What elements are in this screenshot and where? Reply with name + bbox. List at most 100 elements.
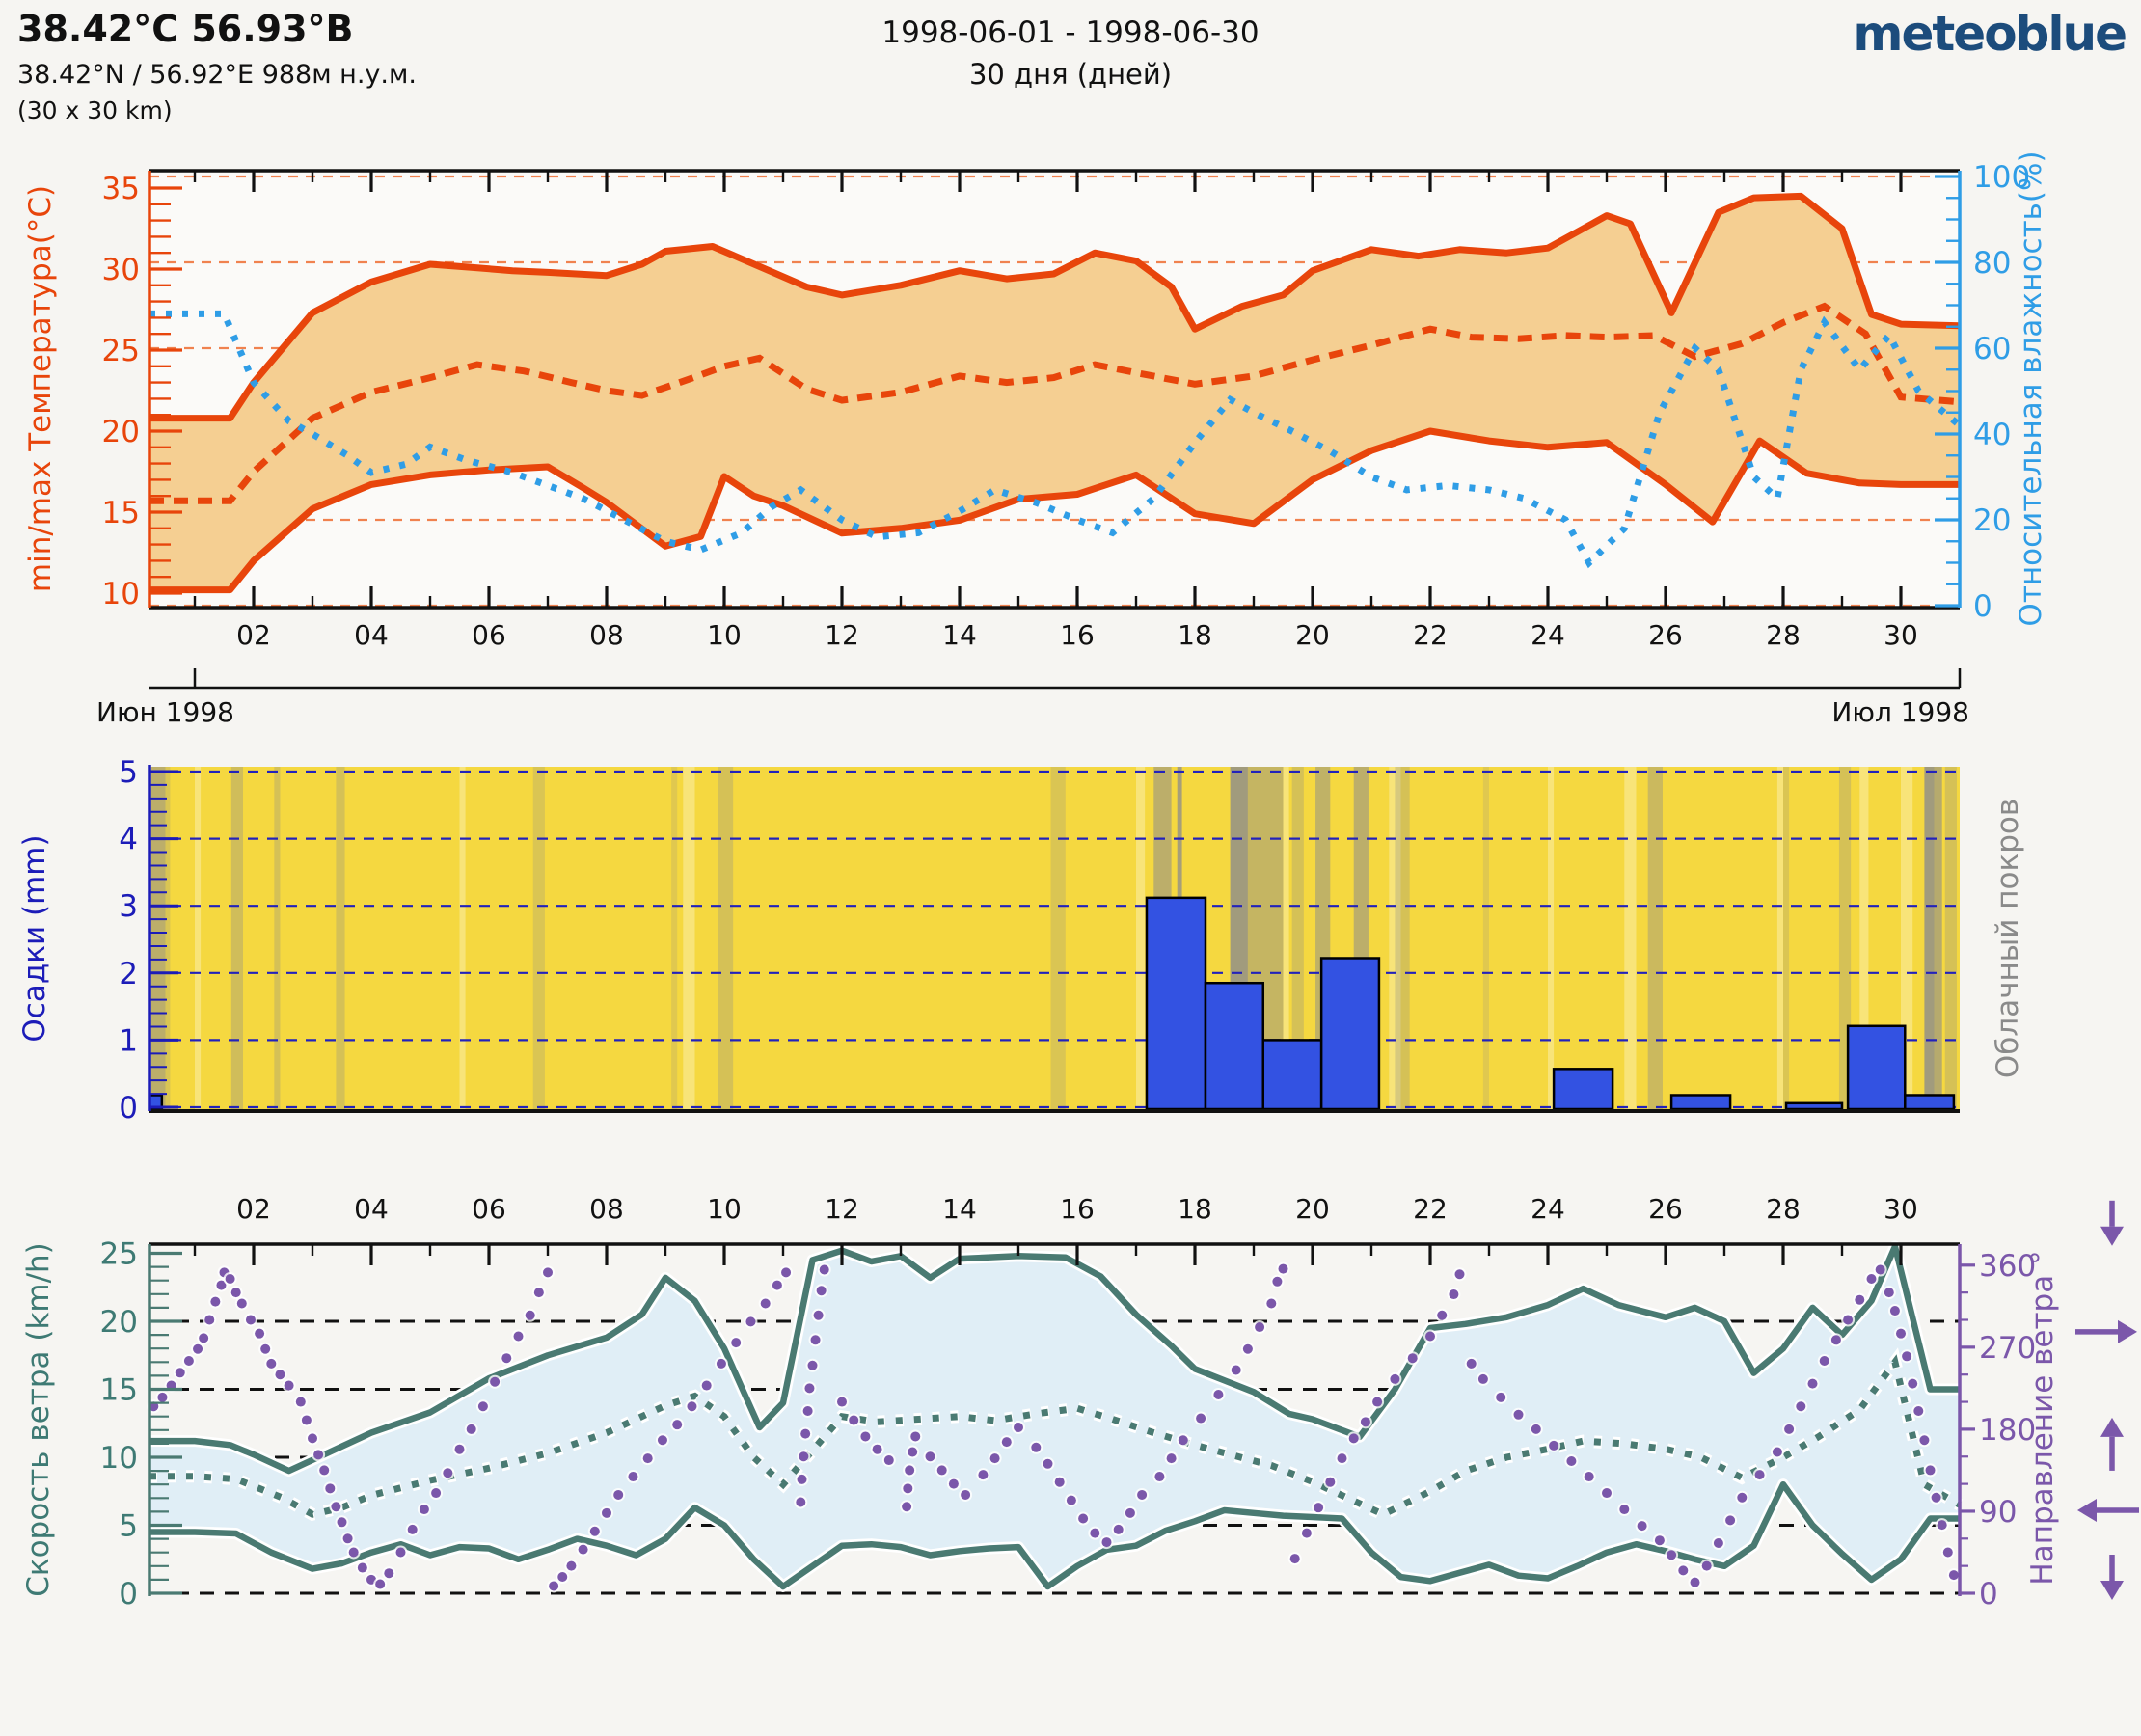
east-wind-arrow-icon-head bbox=[2077, 1498, 2097, 1522]
direction-dot bbox=[348, 1547, 359, 1558]
direction-dot bbox=[225, 1273, 235, 1284]
precipitation-bar bbox=[1904, 1094, 1956, 1111]
wind-speed-tick-label: 0 bbox=[119, 1577, 138, 1612]
cloud-band bbox=[165, 767, 171, 1109]
direction-dot bbox=[628, 1472, 638, 1482]
direction-dot bbox=[1931, 1492, 1941, 1503]
direction-dot bbox=[948, 1478, 959, 1489]
temp-tick-label: 10 bbox=[102, 577, 140, 611]
direction-dot bbox=[1390, 1373, 1400, 1384]
direction-dot bbox=[1337, 1453, 1347, 1464]
direction-dot bbox=[1667, 1550, 1677, 1560]
temp-tick-label: 15 bbox=[102, 496, 140, 530]
direction-dot bbox=[357, 1562, 367, 1573]
direction-dot bbox=[1830, 1335, 1841, 1345]
thin-cloud-band bbox=[1548, 767, 1555, 1109]
direction-dot bbox=[1531, 1424, 1541, 1434]
direction-dot bbox=[1348, 1433, 1359, 1444]
direction-dot bbox=[797, 1474, 807, 1484]
direction-dot bbox=[1619, 1505, 1630, 1515]
thin-cloud-band bbox=[1283, 767, 1289, 1109]
direction-dot bbox=[1090, 1528, 1100, 1538]
thin-cloud-band bbox=[195, 767, 202, 1109]
direction-dot bbox=[672, 1420, 683, 1430]
day-tick-label: 10 bbox=[707, 619, 742, 651]
direction-dot bbox=[533, 1288, 544, 1298]
direction-dot bbox=[1213, 1389, 1224, 1399]
direction-dot bbox=[910, 1431, 921, 1442]
temperature-band bbox=[149, 196, 1960, 590]
direction-dot bbox=[313, 1450, 324, 1460]
direction-dot bbox=[1166, 1453, 1177, 1464]
tmin-line bbox=[149, 427, 1960, 594]
direction-dot bbox=[384, 1568, 394, 1579]
direction-dot bbox=[902, 1502, 912, 1512]
day-tick-label: 26 bbox=[1648, 619, 1683, 651]
temp-tick-label: 25 bbox=[102, 334, 140, 368]
temperature-humidity-chart: 10 15 20 25 30 35 0 20 40 60 80 100 02 04 06 08 10 12 14 16… bbox=[102, 160, 2030, 690]
date-range: 1998-06-01 - 1998-06-30 bbox=[881, 15, 1260, 50]
cloud-cover-axis-label: Облачный покров bbox=[1991, 798, 2025, 1079]
direction-dot bbox=[1796, 1401, 1806, 1412]
direction-dot bbox=[454, 1444, 465, 1454]
thin-cloud-band bbox=[1859, 767, 1869, 1109]
temp-tick-label: 20 bbox=[102, 415, 140, 449]
direction-dot bbox=[266, 1358, 277, 1369]
day-tick-label: 22 bbox=[1413, 619, 1448, 651]
direction-dot bbox=[772, 1280, 782, 1290]
cloud-band bbox=[1838, 767, 1852, 1109]
cloud-sun-background bbox=[151, 767, 1960, 1109]
humidity-tick-label: 0 bbox=[1973, 589, 1992, 624]
temperature-axis-label: min/max Температура(°C) bbox=[23, 184, 58, 593]
day-tick-label: 12 bbox=[825, 1193, 859, 1225]
precipitation-bar bbox=[1319, 957, 1381, 1111]
precipitation-bar bbox=[1669, 1094, 1732, 1111]
precipitation-bar bbox=[1846, 1024, 1907, 1111]
direction-dot bbox=[513, 1331, 524, 1342]
humidity-tick-label: 100 bbox=[1973, 160, 2030, 195]
wind-speed-tick-label: 25 bbox=[100, 1237, 138, 1272]
direction-dot bbox=[1654, 1535, 1665, 1546]
day-tick-label: 18 bbox=[1178, 619, 1212, 651]
direction-dot bbox=[804, 1383, 815, 1394]
direction-dot bbox=[255, 1328, 265, 1339]
thin-cloud-band bbox=[1624, 767, 1637, 1109]
day-tick-label: 08 bbox=[589, 1193, 624, 1225]
wind-speed-tick-label: 20 bbox=[100, 1305, 138, 1340]
direction-dot bbox=[1314, 1503, 1324, 1513]
direction-dot bbox=[543, 1267, 553, 1278]
day-tick-label: 30 bbox=[1884, 1193, 1918, 1225]
precipitation-axis-label: Осадки (mm) bbox=[17, 834, 52, 1043]
precipitation-bar bbox=[1784, 1101, 1844, 1111]
cloud-band bbox=[230, 767, 244, 1109]
direction-dot bbox=[375, 1579, 386, 1589]
day-tick-label: 02 bbox=[236, 619, 271, 651]
direction-dot bbox=[813, 1310, 824, 1320]
precipitation-bar bbox=[1204, 981, 1265, 1111]
north-wind-arrow-icon-head bbox=[2100, 1226, 2124, 1246]
direction-dot bbox=[989, 1453, 1000, 1464]
cloud-band bbox=[1482, 767, 1489, 1109]
day-tick-label: 28 bbox=[1766, 1193, 1801, 1225]
day-tick-label: 14 bbox=[942, 619, 977, 651]
direction-dot bbox=[1043, 1458, 1053, 1469]
direction-dot bbox=[936, 1465, 947, 1476]
cloud-band bbox=[1944, 767, 1957, 1109]
precipitation-cloud-chart: 0 1 2 3 4 5 bbox=[119, 755, 1960, 1126]
direction-dot bbox=[802, 1406, 813, 1416]
direction-dot bbox=[905, 1465, 915, 1476]
direction-dot bbox=[1113, 1524, 1124, 1534]
direction-dot bbox=[557, 1571, 568, 1582]
direction-dot bbox=[800, 1428, 811, 1439]
direction-dot bbox=[1066, 1495, 1076, 1505]
direction-dot bbox=[1855, 1294, 1865, 1305]
direction-dot bbox=[337, 1517, 347, 1528]
day-tick-label: 28 bbox=[1766, 619, 1801, 651]
direction-dot bbox=[1942, 1547, 1953, 1558]
direction-dot bbox=[819, 1264, 829, 1275]
cloud-band bbox=[1924, 767, 1935, 1109]
direction-dot bbox=[216, 1280, 227, 1290]
north-wind-arrow-icon-head bbox=[2100, 1581, 2124, 1600]
direction-dot bbox=[1513, 1409, 1524, 1420]
